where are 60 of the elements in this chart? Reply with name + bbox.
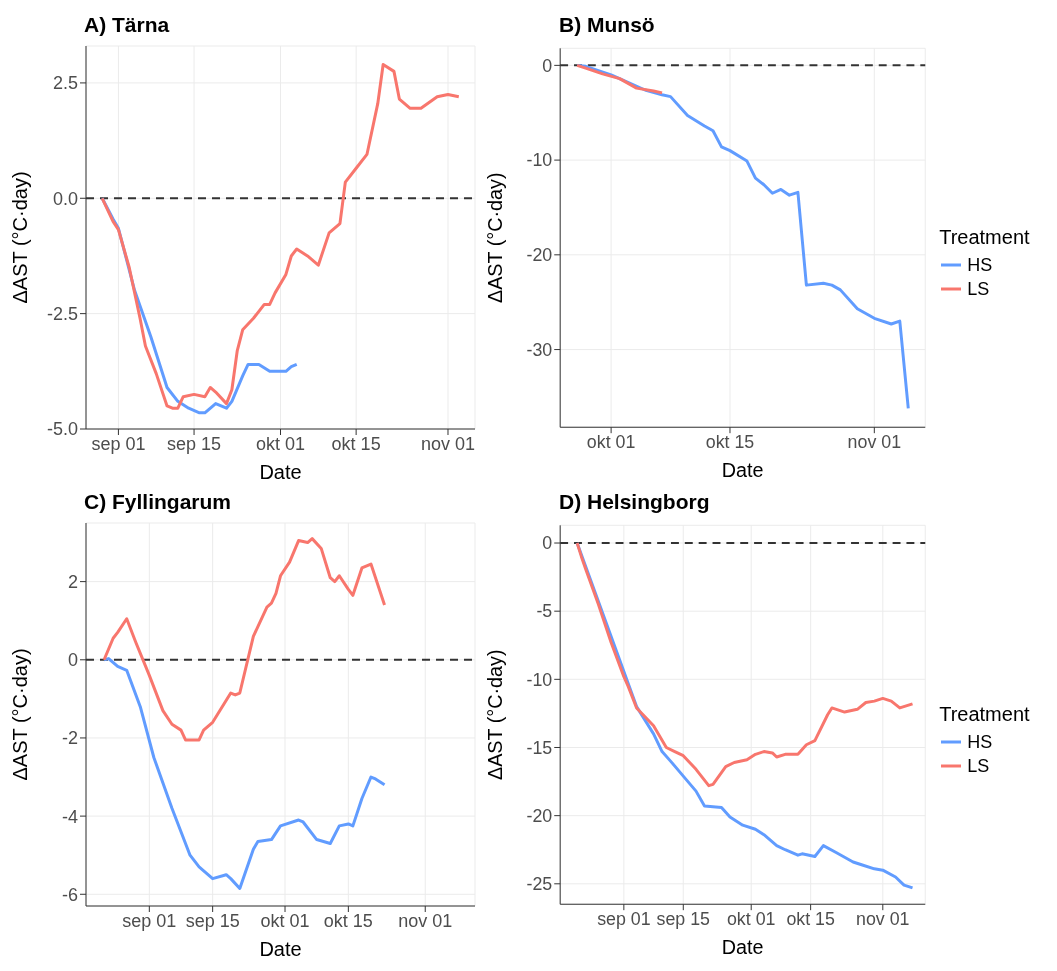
y-tick-label: -10	[526, 669, 553, 690]
y-tick-label: -2.5	[46, 304, 78, 325]
x-tick-label: okt 01	[255, 433, 306, 454]
y-tick-label: 0	[542, 533, 553, 554]
x-tick-label: okt 15	[705, 431, 755, 452]
line-series	[100, 62, 461, 410]
y-axis-title: ΔAST (°C·day)	[9, 171, 32, 304]
y-tick-label: -25	[526, 874, 553, 895]
x-tick-label: okt 15	[331, 433, 381, 454]
y-tick-label: -6	[61, 884, 78, 905]
y-axis-title: ΔAST (°C·day)	[483, 172, 506, 304]
line-series	[102, 657, 387, 890]
x-tick-label: nov 01	[420, 433, 476, 454]
x-tick-label: nov 01	[847, 431, 902, 452]
legend-label: HS	[967, 254, 993, 276]
y-tick-label: -2	[61, 728, 78, 749]
line-series	[102, 537, 387, 742]
x-tick-label: sep 01	[91, 433, 146, 454]
x-tick-label: sep 01	[122, 910, 177, 931]
y-tick-label: -30	[526, 339, 553, 360]
line-series	[575, 63, 664, 95]
x-axis-title: Date	[721, 935, 764, 958]
x-axis-title: Date	[259, 461, 302, 483]
x-tick-label: sep 15	[167, 433, 222, 454]
y-tick-label: -20	[526, 245, 553, 266]
legend-title: Treatment	[939, 226, 1031, 249]
y-tick-label: -5	[536, 601, 553, 622]
y-tick-label: -4	[61, 806, 78, 827]
x-tick-label: okt 01	[586, 431, 636, 452]
legend-label: LS	[967, 278, 990, 300]
x-tick-label: sep 01	[597, 908, 651, 929]
y-tick-label: 0	[67, 650, 78, 671]
y-tick-label: 0	[542, 55, 553, 76]
x-tick-label: okt 01	[726, 908, 776, 929]
x-tick-label: nov 01	[398, 910, 453, 931]
x-tick-label: sep 15	[185, 910, 240, 931]
chart-title: A) Tärna	[83, 12, 171, 38]
y-tick-label: 0.0	[52, 188, 78, 209]
x-tick-label: okt 15	[323, 910, 373, 931]
chart-title: B) Munsö	[558, 12, 656, 38]
chart-title: D) Helsingborg	[558, 489, 711, 515]
x-tick-label: sep 15	[656, 908, 711, 929]
legend-label: HS	[967, 731, 993, 753]
line-series	[575, 541, 915, 788]
y-tick-label: -15	[526, 737, 553, 758]
y-tick-label: 2	[67, 572, 78, 593]
chart-title: C) Fyllingarum	[83, 489, 232, 515]
y-axis-title: ΔAST (°C·day)	[483, 649, 506, 781]
legend-label: LS	[967, 755, 990, 777]
y-tick-label: -20	[526, 805, 553, 826]
y-tick-label: -5.0	[46, 419, 78, 440]
x-axis-title: Date	[721, 458, 764, 481]
x-tick-label: okt 15	[786, 908, 835, 929]
x-tick-label: nov 01	[856, 908, 910, 929]
y-axis-title: ΔAST (°C·day)	[9, 648, 32, 781]
x-axis-title: Date	[259, 938, 302, 960]
legend-title: Treatment	[939, 703, 1031, 726]
y-tick-label: 2.5	[52, 73, 78, 94]
y-tick-label: -10	[526, 150, 553, 171]
x-tick-label: okt 01	[260, 910, 310, 931]
